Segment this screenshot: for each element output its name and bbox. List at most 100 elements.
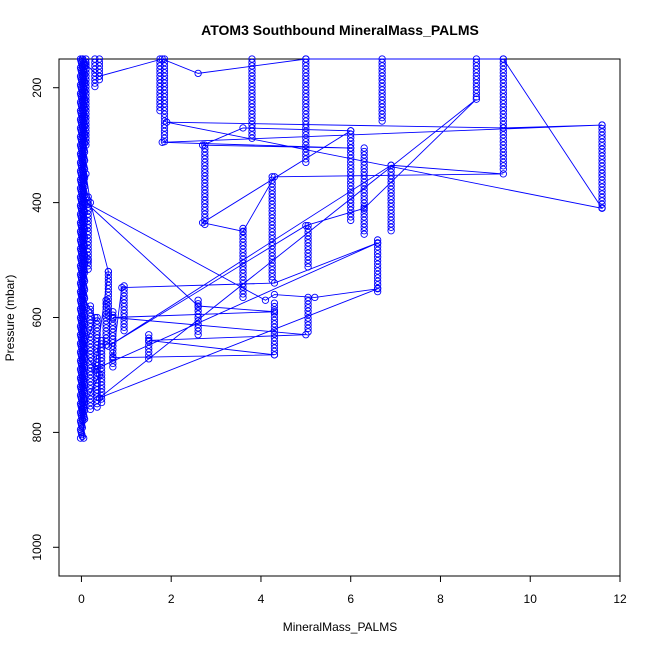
data-point	[104, 305, 113, 314]
data-point	[248, 120, 256, 129]
data-point	[268, 238, 276, 246]
data-point	[373, 239, 382, 248]
data-point	[261, 296, 270, 304]
data-point	[86, 333, 95, 341]
data-point	[268, 190, 276, 198]
data-point	[104, 309, 113, 317]
data-point	[239, 255, 247, 264]
data-point	[86, 402, 95, 410]
data-point	[499, 170, 507, 178]
data-point	[84, 220, 92, 229]
data-point	[387, 227, 395, 235]
data-point	[302, 93, 310, 101]
data-point	[201, 186, 209, 194]
data-point	[347, 178, 355, 187]
data-point	[86, 340, 95, 348]
data-point	[302, 96, 310, 105]
data-point	[373, 250, 382, 258]
data-point	[93, 344, 101, 353]
data-point	[82, 96, 90, 105]
data-point	[270, 330, 279, 338]
data-point	[95, 58, 104, 67]
data-point	[86, 395, 95, 403]
data-point	[499, 72, 507, 80]
data-point	[86, 316, 95, 324]
data-point	[102, 341, 110, 349]
data-point	[76, 434, 85, 442]
data-point	[360, 151, 368, 159]
data-point	[499, 155, 507, 163]
data-point	[499, 117, 507, 125]
data-point	[304, 246, 312, 254]
data-point	[347, 171, 355, 180]
data-point	[91, 69, 99, 77]
data-point	[86, 354, 95, 362]
data-point	[387, 168, 395, 176]
data-point	[156, 103, 164, 111]
data-point	[86, 343, 95, 352]
data-point	[387, 209, 395, 218]
data-point	[499, 93, 507, 101]
data-point	[86, 391, 95, 400]
data-point	[360, 202, 368, 211]
data-point	[239, 269, 247, 277]
data-point	[270, 320, 279, 328]
data-point	[347, 130, 355, 138]
data-point	[248, 93, 256, 101]
data-point	[194, 324, 202, 332]
data-point	[302, 151, 310, 160]
data-point	[145, 331, 153, 339]
data-point	[82, 79, 90, 87]
data-point	[109, 314, 117, 323]
data-point	[347, 189, 355, 197]
data-point	[120, 302, 128, 311]
data-point	[239, 231, 247, 240]
data-point	[248, 124, 256, 132]
data-point	[239, 235, 247, 243]
data-point	[347, 196, 355, 204]
data-point	[304, 307, 312, 315]
data-point	[93, 320, 101, 329]
data-point	[499, 58, 507, 67]
data-point	[268, 176, 276, 184]
data-point	[304, 310, 312, 319]
data-point	[499, 165, 507, 173]
data-point	[347, 140, 355, 149]
data-point	[360, 178, 368, 187]
data-point	[248, 107, 256, 115]
data-point	[378, 69, 386, 77]
data-point	[84, 213, 92, 222]
data-point	[160, 117, 169, 125]
data-point	[194, 310, 202, 318]
data-point	[378, 100, 386, 108]
data-point	[598, 128, 606, 136]
data-point	[86, 364, 95, 372]
data-point	[82, 62, 90, 70]
data-point	[84, 231, 92, 239]
data-point	[84, 196, 92, 204]
data-point	[80, 88, 89, 96]
data-point	[239, 124, 247, 132]
data-point	[104, 312, 113, 321]
data-point	[194, 69, 202, 78]
data-point	[302, 127, 310, 136]
data-point	[239, 279, 247, 288]
data-point	[598, 173, 606, 181]
data-point	[268, 224, 276, 233]
data-point	[97, 398, 106, 407]
data-point	[270, 313, 279, 321]
data-point	[86, 367, 95, 376]
data-point	[82, 117, 90, 125]
data-point	[194, 317, 202, 325]
data-point	[499, 107, 507, 115]
data-point	[120, 306, 128, 314]
data-point	[472, 76, 481, 84]
plot-area	[76, 55, 606, 442]
data-point	[304, 256, 312, 264]
data-point	[360, 161, 368, 169]
data-point	[104, 281, 113, 289]
data-point	[93, 382, 101, 391]
data-point	[104, 302, 113, 310]
data-point	[268, 173, 276, 181]
data-point	[82, 127, 90, 136]
